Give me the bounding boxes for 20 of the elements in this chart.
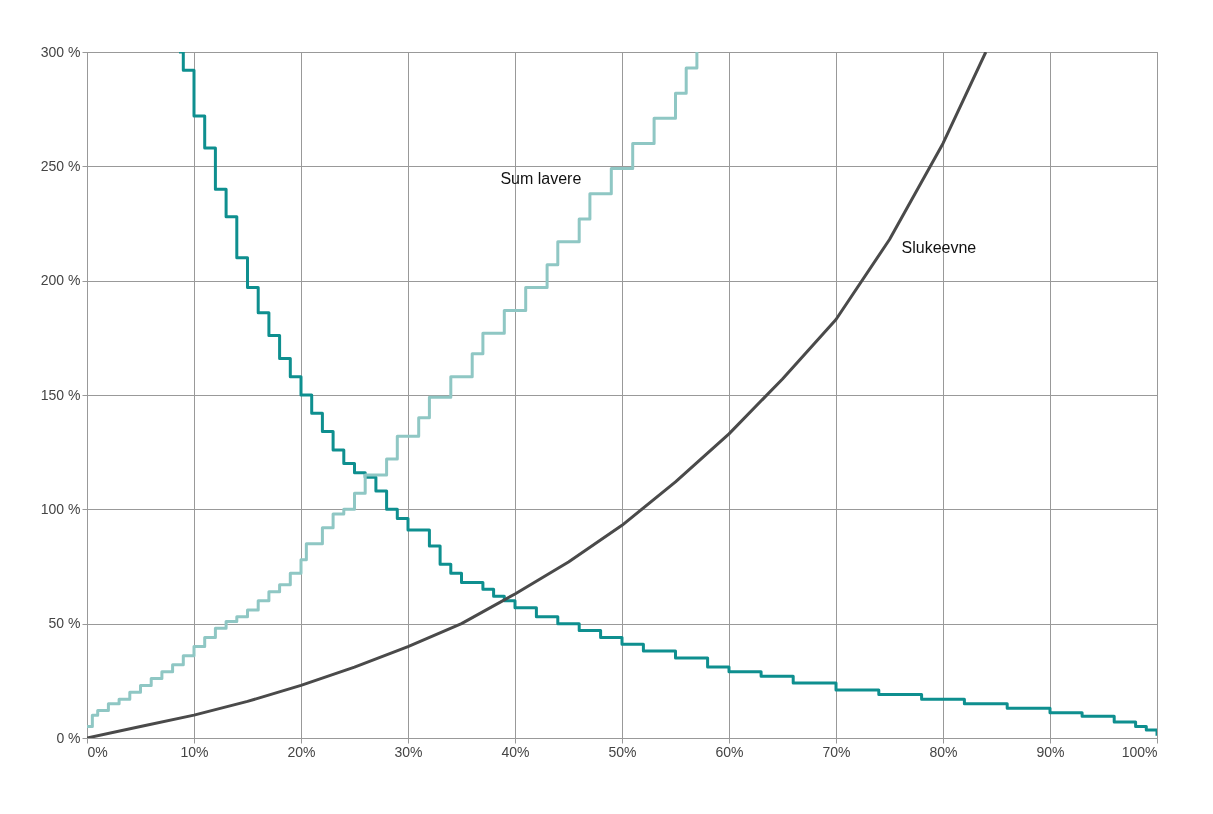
x-tick-label: 20%	[287, 743, 316, 760]
series-label: Sum lavere	[500, 169, 582, 187]
x-tick-label: 100%	[1121, 743, 1158, 760]
y-tick-label: 100 %	[40, 500, 81, 517]
x-tick-label: 70%	[822, 743, 851, 760]
x-tick-label: 50%	[608, 743, 637, 760]
y-tick-label: 50 %	[48, 615, 81, 632]
y-tick-label: 200 %	[40, 272, 81, 289]
x-tick-label: 60%	[715, 743, 744, 760]
series-label: Slukeevne	[901, 238, 977, 256]
x-tick-label: 90%	[1036, 743, 1065, 760]
x-tick-label: 10%	[180, 743, 209, 760]
y-tick-label: 150 %	[40, 386, 81, 403]
y-tick-label: 250 %	[40, 157, 81, 174]
x-tick-label: 0%	[87, 743, 108, 760]
y-tick-label: 300 %	[40, 43, 81, 60]
x-tick-label: 30%	[394, 743, 423, 760]
x-tick-label: 80%	[929, 743, 958, 760]
y-tick-label: 0 %	[56, 729, 81, 746]
x-tick-label: 40%	[501, 743, 530, 760]
